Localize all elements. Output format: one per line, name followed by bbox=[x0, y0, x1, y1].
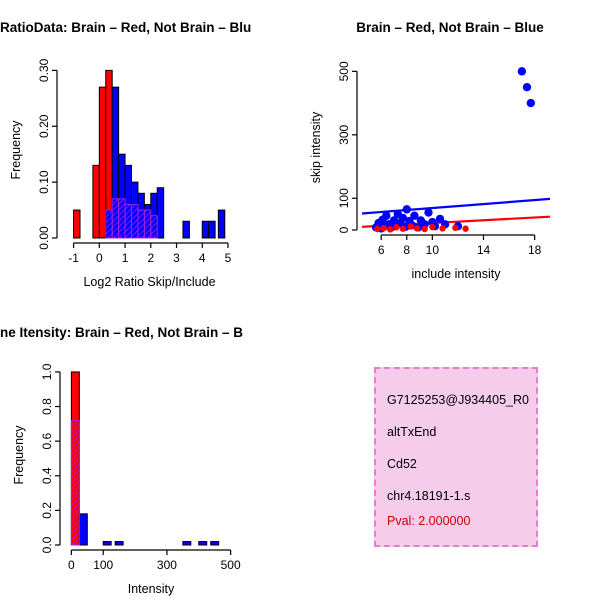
y-axis-title: skip intensity bbox=[309, 111, 323, 183]
notbrain-point bbox=[420, 220, 429, 229]
overlap-purple-bar bbox=[105, 209, 113, 239]
brain-red-bar bbox=[98, 86, 107, 239]
x-axis-title: include intensity bbox=[412, 267, 502, 281]
event-type-text: altTxEnd bbox=[387, 425, 437, 439]
notbrain-point bbox=[402, 205, 411, 214]
brain-point bbox=[439, 225, 446, 232]
pval-text: Pval: 2.000000 bbox=[387, 514, 471, 528]
overlap-purple-bar bbox=[143, 209, 152, 239]
x-tick-label: 0 bbox=[96, 251, 103, 265]
brain-point bbox=[386, 226, 394, 233]
probe-id-text: G7125253@J934405_R0 bbox=[387, 393, 529, 407]
overlap-purple-bar bbox=[111, 198, 120, 239]
brain-point bbox=[421, 225, 428, 233]
intensity-scatter-title: Brain – Red, Not Brain – Blue bbox=[356, 20, 544, 35]
x-tick-label: 300 bbox=[157, 558, 177, 572]
overlap-purple-bar bbox=[137, 209, 145, 239]
ratio-histogram-chart: -1 0 1 2 3 4 5 0.00 0.10 0.20 0.30 Log2 Ratio Skip/… bbox=[9, 58, 232, 289]
notbrain-blue-bar bbox=[78, 513, 88, 546]
overlap-purple-bar bbox=[124, 203, 132, 239]
brain-point bbox=[374, 225, 381, 233]
x-tick-label: 18 bbox=[528, 243, 542, 257]
gene-name-text: Cd52 bbox=[387, 457, 417, 471]
y-axis-title: Frequency bbox=[9, 120, 23, 180]
y-tick-label: 0.0 bbox=[40, 536, 54, 553]
brain-point bbox=[413, 225, 421, 232]
x-tick-label: -1 bbox=[68, 251, 79, 265]
overlap-purple-bar bbox=[150, 215, 158, 239]
y-tick-label: 0.30 bbox=[37, 58, 51, 82]
brain-point bbox=[462, 225, 469, 232]
x-tick-label: 5 bbox=[225, 251, 232, 265]
brain-point bbox=[452, 224, 459, 231]
notbrain-blue-bar bbox=[198, 541, 208, 546]
brain-point bbox=[407, 223, 414, 230]
overlap-purple-bar bbox=[130, 203, 139, 239]
notbrain-blue-bar bbox=[114, 541, 124, 546]
y-tick-label: 500 bbox=[337, 61, 351, 81]
notbrain-point bbox=[424, 208, 433, 217]
x-tick-label: 6 bbox=[378, 243, 385, 257]
y-tick-label: 0.10 bbox=[37, 170, 51, 194]
x-tick-label: 4 bbox=[199, 251, 206, 265]
overlap-purple-bar bbox=[70, 419, 80, 546]
notbrain-blue-bar bbox=[210, 541, 220, 546]
y-tick-label: 100 bbox=[337, 188, 351, 208]
notbrain-point bbox=[517, 67, 527, 76]
y-tick-label: 0.2 bbox=[40, 502, 54, 519]
brain-red-bar bbox=[73, 209, 81, 239]
notbrain-point bbox=[410, 211, 419, 220]
intensity-scatter-chart: 6 8 10 14 18 0 100 300 500 include intensity skip … bbox=[309, 61, 551, 281]
brain-point bbox=[393, 223, 400, 231]
ratio-histogram-title: RatioData: Brain – Red, Not Brain – Blu bbox=[0, 20, 252, 35]
x-axis-title: Intensity bbox=[128, 582, 175, 596]
notbrain-point bbox=[382, 211, 391, 220]
notbrain-blue-bar bbox=[201, 220, 210, 239]
notbrain-fit-line bbox=[361, 197, 551, 215]
notbrain-point bbox=[435, 214, 445, 224]
y-tick-label: 0 bbox=[337, 226, 351, 233]
y-tick-label: 1.0 bbox=[40, 363, 54, 380]
notbrain-blue-bar bbox=[217, 209, 226, 239]
brain-point bbox=[399, 225, 407, 232]
y-tick-label: 0.6 bbox=[40, 432, 54, 449]
x-tick-label: 100 bbox=[93, 558, 113, 572]
y-tick-label: 300 bbox=[337, 124, 351, 144]
notbrain-blue-bar bbox=[182, 541, 192, 546]
x-tick-label: 1 bbox=[122, 251, 129, 265]
brain-point bbox=[429, 223, 436, 231]
notbrain-point bbox=[526, 98, 536, 108]
notbrain-point bbox=[522, 83, 532, 92]
chromosome-location-text: chr4.18191-1.s bbox=[387, 489, 471, 503]
x-tick-label: 500 bbox=[221, 558, 241, 572]
gene-info-box: G7125253@J934405_R0 altTxEnd Cd52 chr4.1… bbox=[374, 367, 538, 547]
notbrain-blue-bar bbox=[208, 220, 216, 239]
notbrain-blue-bar bbox=[156, 187, 165, 239]
x-tick-label: 3 bbox=[173, 251, 180, 265]
y-tick-label: 0.4 bbox=[40, 467, 54, 484]
notbrain-blue-bar bbox=[182, 220, 190, 239]
brain-red-bar bbox=[92, 164, 100, 239]
gene-intensity-histogram-chart: 0 100 300 500 0.0 0.2 0.4 0.6 0.8 1.0 Intensity Fre… bbox=[12, 363, 241, 596]
notbrain-point bbox=[398, 213, 408, 223]
y-tick-label: 0.20 bbox=[37, 114, 51, 138]
brain-point bbox=[380, 224, 387, 232]
y-tick-label: 0.8 bbox=[40, 398, 54, 415]
y-tick-label: 0.00 bbox=[37, 226, 51, 250]
x-tick-label: 8 bbox=[403, 243, 410, 257]
x-axis-title: Log2 Ratio Skip/Include bbox=[83, 275, 215, 289]
gene-intensity-histogram-title: ne Itensity: Brain – Red, Not Brain – B bbox=[0, 325, 244, 340]
notbrain-blue-bar bbox=[102, 541, 112, 546]
x-tick-label: 2 bbox=[147, 251, 154, 265]
x-tick-label: 10 bbox=[426, 243, 440, 257]
x-tick-label: 0 bbox=[68, 558, 75, 572]
y-axis-title: Frequency bbox=[12, 425, 26, 485]
overlap-purple-bar bbox=[118, 198, 126, 239]
x-tick-label: 14 bbox=[477, 243, 491, 257]
